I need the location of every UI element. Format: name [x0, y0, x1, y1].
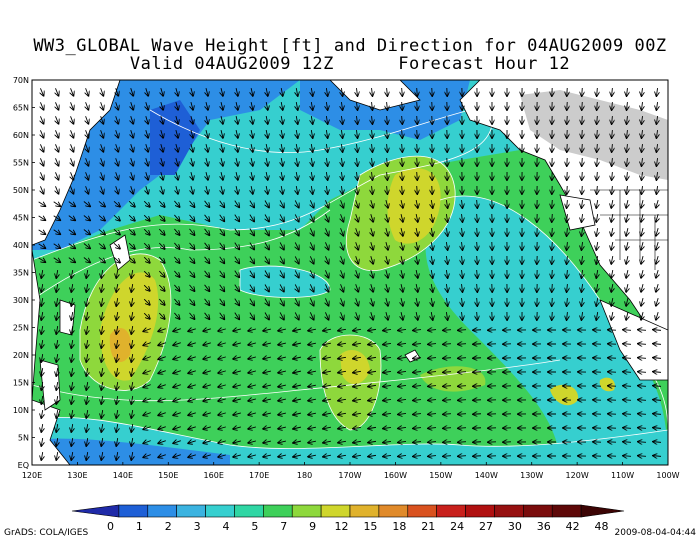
- color-bar-label: 15: [363, 520, 377, 533]
- color-bar-segment: [234, 504, 264, 518]
- color-bar-label: 27: [479, 520, 493, 533]
- lon-label: 120E: [22, 471, 42, 480]
- yellow-gulf-zone: [387, 168, 441, 244]
- lon-label: 140W: [475, 471, 498, 480]
- lat-label: 10N: [13, 406, 29, 415]
- lon-label: 170W: [338, 471, 361, 480]
- color-bar-segment: [378, 504, 409, 518]
- color-bar-label: 7: [280, 520, 287, 533]
- lon-label: 100W: [656, 471, 679, 480]
- lon-label: 150E: [158, 471, 178, 480]
- color-bar-segment: [494, 504, 524, 518]
- color-bar-label: 21: [421, 520, 435, 533]
- color-bar-segment: [436, 504, 466, 518]
- color-bar-segment: [118, 504, 149, 518]
- color-bar-label: 0: [107, 520, 114, 533]
- color-bar-segment: [551, 504, 582, 518]
- yellow-mexico-patch: [550, 384, 579, 406]
- color-bar-segment: [263, 504, 293, 518]
- land-china-coast: [32, 249, 41, 401]
- color-bar-label: 1: [136, 520, 143, 533]
- map-title-line-1: WW3_GLOBAL Wave Height [ft] and Directio…: [33, 36, 667, 56]
- footer-timestamp: 2009-08-04-04:44: [614, 528, 697, 538]
- lat-label: 5N: [18, 434, 29, 443]
- lat-label: 40N: [13, 241, 29, 250]
- color-bar-segment: [349, 504, 380, 518]
- lat-label: 55N: [13, 159, 29, 168]
- yellow-central-peak: [340, 350, 370, 385]
- lat-label: 50N: [13, 186, 29, 195]
- color-bar-label: 3: [194, 520, 201, 533]
- lat-label: 30N: [13, 296, 29, 305]
- lat-label: 35N: [13, 269, 29, 278]
- cyan-mid-patch: [240, 266, 330, 298]
- color-bar-segment: [320, 504, 351, 518]
- color-bar-label: 42: [566, 520, 580, 533]
- lon-label: 180: [297, 471, 312, 480]
- direction-arrows: [38, 87, 662, 460]
- color-bar-segment: [580, 504, 625, 518]
- lat-label: 20N: [13, 351, 29, 360]
- color-bar-label: 18: [392, 520, 406, 533]
- lon-label: 130E: [67, 471, 87, 480]
- lon-label: 160W: [384, 471, 407, 480]
- lon-label: 120W: [566, 471, 589, 480]
- color-bar-label: 36: [537, 520, 551, 533]
- longitude-labels: 120E 130E 140E 150E 160E 170E 180 170W 160W 150W 1…: [22, 462, 680, 480]
- color-bar-labels: 0 1 2 3 4 5 7 9 12 15 18 21 24 27 30 36 42 48: [107, 520, 609, 533]
- color-bar-segment: [176, 504, 206, 518]
- map-title-line-2: Valid 04AUG2009 12Z Forecast Hour 12: [129, 54, 571, 74]
- ocean-field: [32, 80, 668, 465]
- lat-label: 65N: [13, 104, 29, 113]
- lon-label: 110W: [611, 471, 634, 480]
- lat-label: 45N: [13, 214, 29, 223]
- color-bar-segment: [147, 504, 177, 518]
- lat-label: 70N: [13, 76, 29, 85]
- land-taiwan: [59, 299, 76, 336]
- lat-label: 25N: [13, 324, 29, 333]
- color-bar-segment: [205, 504, 235, 518]
- color-bar-segment: [407, 504, 437, 518]
- color-bar-label: 4: [223, 520, 230, 533]
- lat-label: 15N: [13, 379, 29, 388]
- color-bar-label: 5: [251, 520, 258, 533]
- orange-west-peak: [109, 327, 131, 363]
- footer-credit: GrADS: COLA/IGES: [4, 528, 89, 538]
- color-bar-segment: [71, 504, 120, 518]
- color-bar: [71, 504, 625, 518]
- lat-label: EQ: [18, 461, 29, 470]
- lon-label: 130W: [520, 471, 543, 480]
- color-bar-label: 48: [595, 520, 609, 533]
- color-bar-segment: [465, 504, 495, 518]
- color-bar-label: 12: [335, 520, 349, 533]
- color-bar-label: 9: [309, 520, 316, 533]
- lon-label: 150W: [429, 471, 452, 480]
- lon-label: 140E: [113, 471, 133, 480]
- blue-equator-zone: [32, 438, 230, 465]
- color-bar-segment: [291, 504, 322, 518]
- lon-label: 170E: [249, 471, 269, 480]
- color-bar-label: 24: [450, 520, 464, 533]
- color-bar-label: 2: [165, 520, 172, 533]
- color-bar-segment: [523, 504, 553, 518]
- lon-label: 160E: [204, 471, 224, 480]
- land-mexico: [599, 299, 668, 381]
- latitude-labels: EQ 5N 10N 15N 20N 25N 30N 35N 40N 45N 50N 55N 60N 65N…: [13, 76, 35, 470]
- color-bar-label: 30: [508, 520, 522, 533]
- lat-label: 60N: [13, 131, 29, 140]
